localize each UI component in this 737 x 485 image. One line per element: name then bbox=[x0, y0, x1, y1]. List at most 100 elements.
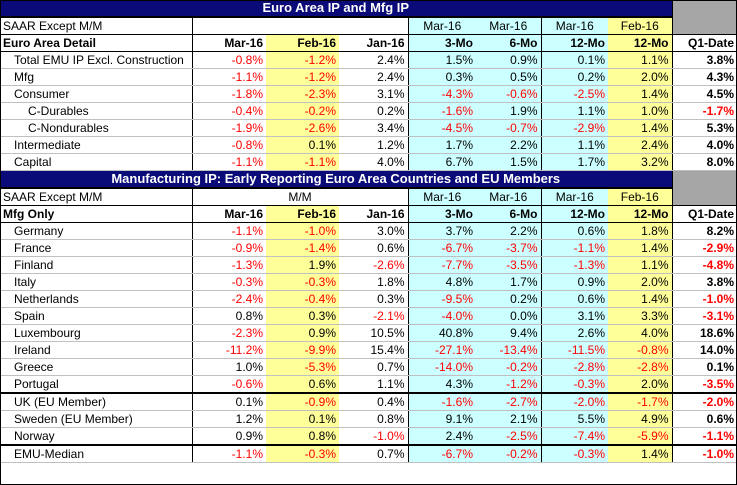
row-value-4: 0.0% bbox=[476, 307, 541, 325]
row-value-6: 1.1% bbox=[608, 256, 673, 274]
row-label: Ireland bbox=[0, 341, 192, 359]
row-label: Norway bbox=[0, 427, 192, 446]
row-value-3: -14.0% bbox=[407, 358, 476, 376]
section1-column-header-6: 12-Mo bbox=[608, 34, 673, 52]
section2-column-header-row: Mfg Only Mar-16 Feb-16 Jan-16 3-Mo 6-Mo 12-Mo 1… bbox=[0, 205, 737, 223]
row-value-2: 0.6% bbox=[339, 239, 408, 257]
row-label: C-Nondurables bbox=[0, 119, 192, 137]
section2-column-header-6: 12-Mo bbox=[608, 205, 673, 223]
row-value-4: 2.2% bbox=[476, 136, 541, 154]
row-value-5: -7.4% bbox=[540, 427, 608, 446]
row-value-0: -1.1% bbox=[191, 444, 266, 463]
section2-mm-label: M/M bbox=[191, 188, 408, 206]
row-value-1: -1.4% bbox=[266, 239, 339, 257]
row-value-4: 2.1% bbox=[476, 410, 541, 428]
row-value-4: -1.2% bbox=[476, 375, 541, 394]
row-value-6: -0.8% bbox=[608, 341, 673, 359]
row-value-2: 0.7% bbox=[339, 444, 408, 463]
row-value-7: -1.7% bbox=[671, 102, 737, 120]
row-value-5: -2.5% bbox=[540, 85, 608, 103]
row-value-1: -9.9% bbox=[266, 341, 339, 359]
row-value-6: 2.0% bbox=[608, 375, 673, 394]
row-value-7: 4.5% bbox=[671, 85, 737, 103]
row-value-7: 4.3% bbox=[671, 68, 737, 86]
row-value-5: 0.9% bbox=[540, 273, 608, 291]
table-row: Consumer -1.8% -2.3% 3.1% -4.3% -0.6% -2.5% 1.4… bbox=[0, 85, 737, 103]
table-row: Capital -1.1% -1.1% 4.0% 6.7% 1.5% 1.7% 3.2% 8.0… bbox=[0, 153, 737, 171]
row-value-0: -1.3% bbox=[191, 256, 266, 274]
row-value-5: -2.0% bbox=[540, 392, 608, 411]
row-value-2: 2.4% bbox=[339, 51, 408, 69]
row-value-7: 3.8% bbox=[671, 51, 737, 69]
row-value-0: -0.8% bbox=[191, 51, 266, 69]
row-value-0: -0.3% bbox=[191, 273, 266, 291]
row-value-2: 0.4% bbox=[339, 392, 408, 411]
row-value-1: 0.9% bbox=[266, 324, 339, 342]
row-value-3: 4.8% bbox=[407, 273, 476, 291]
row-value-3: 1.7% bbox=[407, 136, 476, 154]
table-row: Germany -1.1% -1.0% 3.0% 3.7% 2.2% 0.6% 1.8% 8.2… bbox=[0, 222, 737, 240]
row-value-6: 4.9% bbox=[608, 410, 673, 428]
row-value-3: -6.7% bbox=[407, 239, 476, 257]
row-value-2: 0.8% bbox=[339, 410, 408, 428]
section1-banner-row: Euro Area IP and Mfg IP bbox=[0, 0, 737, 18]
table-row: Portugal -0.6% 0.6% 1.1% 4.3% -1.2% -0.3% 2.0% -… bbox=[0, 375, 737, 394]
row-value-1: 0.6% bbox=[266, 375, 339, 394]
row-value-4: -2.5% bbox=[476, 427, 541, 446]
row-value-4: 1.7% bbox=[476, 273, 541, 291]
row-value-1: -2.3% bbox=[266, 85, 339, 103]
row-value-5: 1.1% bbox=[540, 102, 608, 120]
row-value-5: -1.3% bbox=[540, 256, 608, 274]
section2-banner-row: Manufacturing IP: Early Reporting Euro A… bbox=[0, 170, 737, 189]
section2-column-header-1: Feb-16 bbox=[266, 205, 339, 223]
row-label: Germany bbox=[0, 222, 192, 240]
row-value-2: 1.1% bbox=[339, 375, 408, 394]
section1-column-header-5: 12-Mo bbox=[540, 34, 608, 52]
row-value-5: 5.5% bbox=[540, 410, 608, 428]
row-value-3: 4.3% bbox=[407, 375, 476, 394]
table-row: Intermediate -0.8% 0.1% 1.2% 1.7% 2.2% 1.1% 2.4… bbox=[0, 136, 737, 154]
row-value-7: -3.1% bbox=[671, 307, 737, 325]
table-row: C-Nondurables -1.9% -2.6% 3.4% -4.5% -0.7% -2.… bbox=[0, 119, 737, 137]
row-value-2: -1.0% bbox=[339, 427, 408, 446]
section1-title: Euro Area IP and Mfg IP bbox=[0, 0, 673, 18]
table-row: Greece 1.0% -5.3% 0.7% -14.0% -0.2% -2.8% -2.8%… bbox=[0, 358, 737, 376]
row-value-1: 0.1% bbox=[266, 410, 339, 428]
row-value-6: 1.4% bbox=[608, 290, 673, 308]
row-value-5: 0.6% bbox=[540, 290, 608, 308]
table-row: France -0.9% -1.4% 0.6% -6.7% -3.7% -1.1% 1.4% -… bbox=[0, 239, 737, 257]
row-value-3: 9.1% bbox=[407, 410, 476, 428]
row-value-6: 2.0% bbox=[608, 273, 673, 291]
ip-data-table: Euro Area IP and Mfg IP SAAR Except M/M Ma… bbox=[0, 0, 737, 463]
row-label: Greece bbox=[0, 358, 192, 376]
section1-period-top-0: Mar-16 bbox=[407, 17, 476, 35]
row-value-6: 3.3% bbox=[608, 307, 673, 325]
row-value-7: -1.0% bbox=[671, 444, 737, 463]
section2-column-header-3: 3-Mo bbox=[407, 205, 476, 223]
row-value-3: -1.6% bbox=[407, 392, 476, 411]
row-value-4: 0.5% bbox=[476, 68, 541, 86]
section1-header-left: SAAR Except M/M bbox=[0, 17, 192, 35]
table-row: Spain 0.8% 0.3% -2.1% -4.0% 0.0% 3.1% 3.3% -3.1% bbox=[0, 307, 737, 325]
section2-period-header-row: SAAR Except M/M M/M Mar-16 Mar-16 Mar-16 Feb-… bbox=[0, 188, 737, 206]
section2-column-header-0: Mar-16 bbox=[191, 205, 266, 223]
row-value-7: -1.1% bbox=[671, 427, 737, 446]
row-value-1: 0.1% bbox=[266, 136, 339, 154]
row-value-2: -2.1% bbox=[339, 307, 408, 325]
row-value-0: -0.4% bbox=[191, 102, 266, 120]
section2-period-top-2: Mar-16 bbox=[540, 188, 608, 206]
row-value-0: 0.9% bbox=[191, 427, 266, 446]
row-value-0: -1.1% bbox=[191, 222, 266, 240]
row-value-1: -1.2% bbox=[266, 68, 339, 86]
row-value-7: 8.0% bbox=[671, 153, 737, 171]
row-value-6: 1.4% bbox=[608, 444, 673, 463]
row-value-6: 4.0% bbox=[608, 324, 673, 342]
row-value-4: 1.9% bbox=[476, 102, 541, 120]
table-row: C-Durables -0.4% -0.2% 0.2% -1.6% 1.9% 1.1% 1.0… bbox=[0, 102, 737, 120]
table-row: Finland -1.3% 1.9% -2.6% -7.7% -3.5% -1.3% 1.1%… bbox=[0, 256, 737, 274]
row-value-1: -5.3% bbox=[266, 358, 339, 376]
row-value-2: 1.2% bbox=[339, 136, 408, 154]
row-value-0: -1.8% bbox=[191, 85, 266, 103]
row-value-6: 2.0% bbox=[608, 68, 673, 86]
row-value-4: -0.2% bbox=[476, 444, 541, 463]
